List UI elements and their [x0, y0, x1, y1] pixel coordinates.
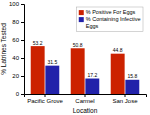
bar: [71, 48, 85, 94]
tick-mark: [21, 22, 24, 23]
tick-label: 100: [9, 1, 20, 7]
tick-mark: [85, 94, 86, 97]
tick: 20: [12, 73, 24, 79]
data-label: 31.5: [47, 59, 57, 65]
tick: 80: [12, 19, 24, 25]
axis-line: [21, 5, 25, 95]
y-axis: 0 20 40 60 80 100: [9, 1, 25, 97]
tick: San Jose: [112, 94, 138, 104]
tick: 100: [9, 1, 24, 7]
tick-mark: [21, 76, 24, 77]
tick-mark: [21, 58, 24, 59]
data-label: 53.2: [33, 40, 43, 46]
tick-label: 0: [16, 91, 20, 97]
tick-mark: [125, 94, 126, 97]
bar: [31, 46, 45, 94]
tick-label: Pacific Grove: [27, 98, 63, 104]
data-labels: 53.2 50.8 44.8 31.5 17.2 15.8: [33, 40, 138, 80]
tick-mark: [45, 94, 46, 97]
y-axis-title: % Latrines Tested: [0, 23, 7, 75]
tick: Carmel: [75, 94, 94, 104]
legend-swatch: [79, 10, 84, 15]
legend-swatch: [79, 17, 84, 22]
plot: 0 20 40 60 80 100 Pacific Grove Carmel San Jose 5…: [9, 1, 147, 104]
data-label: 17.2: [87, 72, 97, 78]
bars: [31, 46, 140, 94]
tick: Pacific Grove: [27, 94, 63, 104]
x-axis: Pacific Grove Carmel San Jose: [25, 94, 147, 104]
tick: 0: [16, 91, 24, 97]
legend-label: % Positive For Eggs: [86, 9, 136, 15]
tick: 40: [12, 55, 24, 61]
bar: [111, 54, 125, 94]
chart: 0 20 40 60 80 100 Pacific Grove Carmel San Jose 5…: [0, 0, 150, 115]
data-label: 15.8: [127, 73, 137, 79]
tick-mark: [21, 94, 24, 95]
legend: % Positive For Eggs% Containing Infectiv…: [76, 7, 143, 31]
bar: [45, 66, 59, 94]
tick-label: 80: [12, 19, 19, 25]
series: [45, 66, 139, 94]
bar: [125, 80, 139, 94]
tick-label: San Jose: [112, 98, 138, 104]
tick-mark: [21, 40, 24, 41]
tick-label: 60: [12, 37, 19, 43]
data-label: 44.8: [113, 47, 123, 53]
tick-label: Carmel: [75, 98, 94, 104]
tick-label: 40: [12, 55, 19, 61]
tick: 60: [12, 37, 24, 43]
tick-label: 20: [12, 73, 19, 79]
axis-line: [25, 95, 147, 98]
legend-box: [76, 7, 143, 31]
tick-mark: [21, 4, 24, 5]
bar: [85, 79, 99, 94]
legend-label: % Containing InfectiveEggs: [86, 16, 141, 28]
series: [31, 46, 125, 94]
data-label: 50.8: [73, 42, 83, 48]
x-axis-title: Location: [73, 107, 98, 114]
